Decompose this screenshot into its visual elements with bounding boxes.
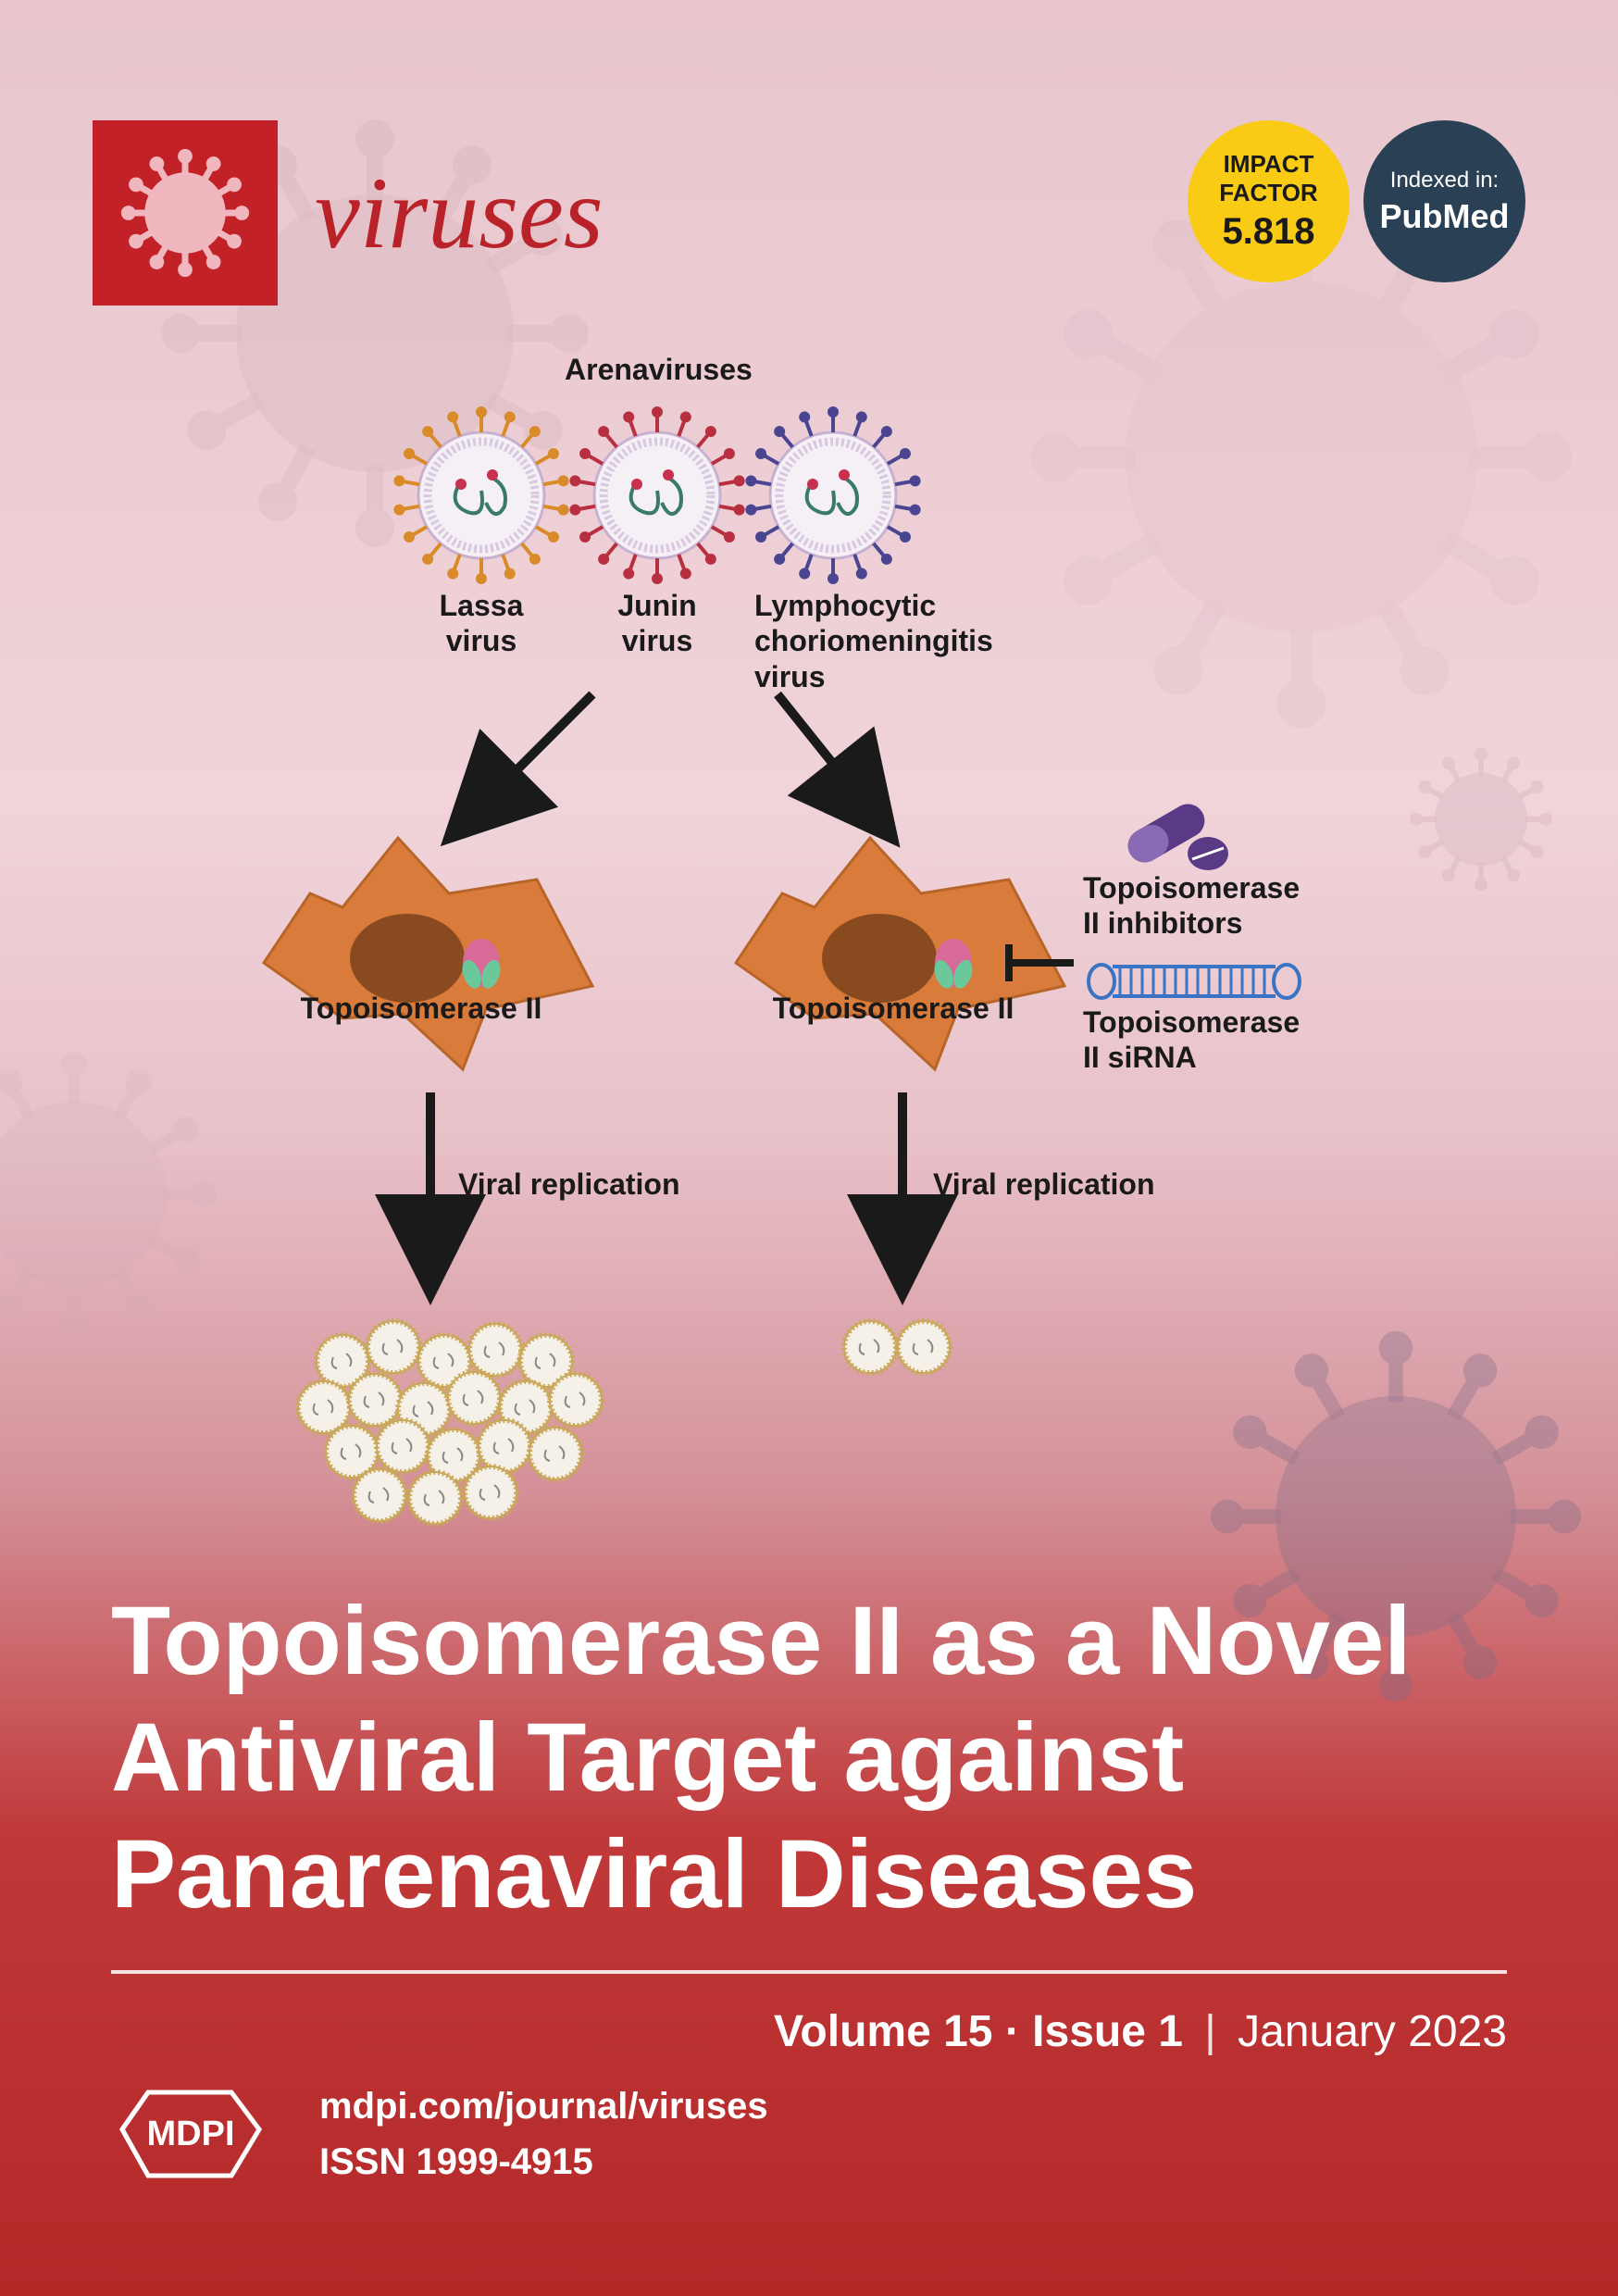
- journal-url: mdpi.com/journal/viruses: [319, 2078, 768, 2134]
- topo-label-left: Topoisomerase II: [278, 991, 565, 1026]
- impact-value: 5.818: [1222, 211, 1314, 253]
- arenaviruses-label: Arenaviruses: [565, 352, 750, 387]
- replication-label-right: Viral replication: [933, 1167, 1192, 1202]
- lassa-label: Lassavirus: [407, 588, 555, 659]
- mdpi-logo-icon: MDPI: [111, 2078, 273, 2190]
- volume: Volume 15: [774, 2007, 993, 2056]
- issue-date: January 2023: [1238, 2007, 1507, 2056]
- sirna-label: TopoisomeraseII siRNA: [1083, 1004, 1361, 1076]
- issue-number: Issue 1: [1032, 2007, 1183, 2056]
- journal-logo-box: [93, 120, 278, 306]
- inhibitor-label: TopoisomeraseII inhibitors: [1083, 870, 1361, 942]
- footer-text: mdpi.com/journal/viruses ISSN 1999-4915: [319, 2078, 768, 2190]
- scientific-diagram: Arenaviruses Lassavirus Juninvirus Lymph…: [222, 352, 1407, 1537]
- badges-container: IMPACT FACTOR 5.818 Indexed in: PubMed: [1188, 120, 1525, 282]
- svg-text:MDPI: MDPI: [147, 2115, 235, 2153]
- impact-factor-badge: IMPACT FACTOR 5.818: [1188, 120, 1350, 282]
- issue-info: Volume 15 · Issue 1 | January 2023: [111, 2006, 1507, 2057]
- lcmv-label: Lymphocyticchoriomeningitisvirus: [754, 588, 1032, 694]
- journal-name: viruses: [315, 155, 604, 272]
- pubmed-badge: Indexed in: PubMed: [1363, 120, 1525, 282]
- pubmed-label-2: PubMed: [1380, 197, 1510, 236]
- impact-label-1: IMPACT: [1224, 150, 1314, 179]
- junin-label: Juninvirus: [583, 588, 731, 659]
- topo-label-right: Topoisomerase II: [750, 991, 1037, 1026]
- article-title: Topoisomerase II as a Novel Antiviral Ta…: [111, 1583, 1507, 1974]
- footer: MDPI mdpi.com/journal/viruses ISSN 1999-…: [111, 2078, 768, 2190]
- impact-label-2: FACTOR: [1219, 179, 1317, 207]
- issn: ISSN 1999-4915: [319, 2134, 768, 2190]
- pubmed-label-1: Indexed in:: [1390, 168, 1499, 193]
- journal-header: viruses: [93, 120, 604, 306]
- replication-label-left: Viral replication: [458, 1167, 717, 1202]
- virus-logo-icon: [120, 148, 250, 278]
- title-block: Topoisomerase II as a Novel Antiviral Ta…: [111, 1583, 1507, 2057]
